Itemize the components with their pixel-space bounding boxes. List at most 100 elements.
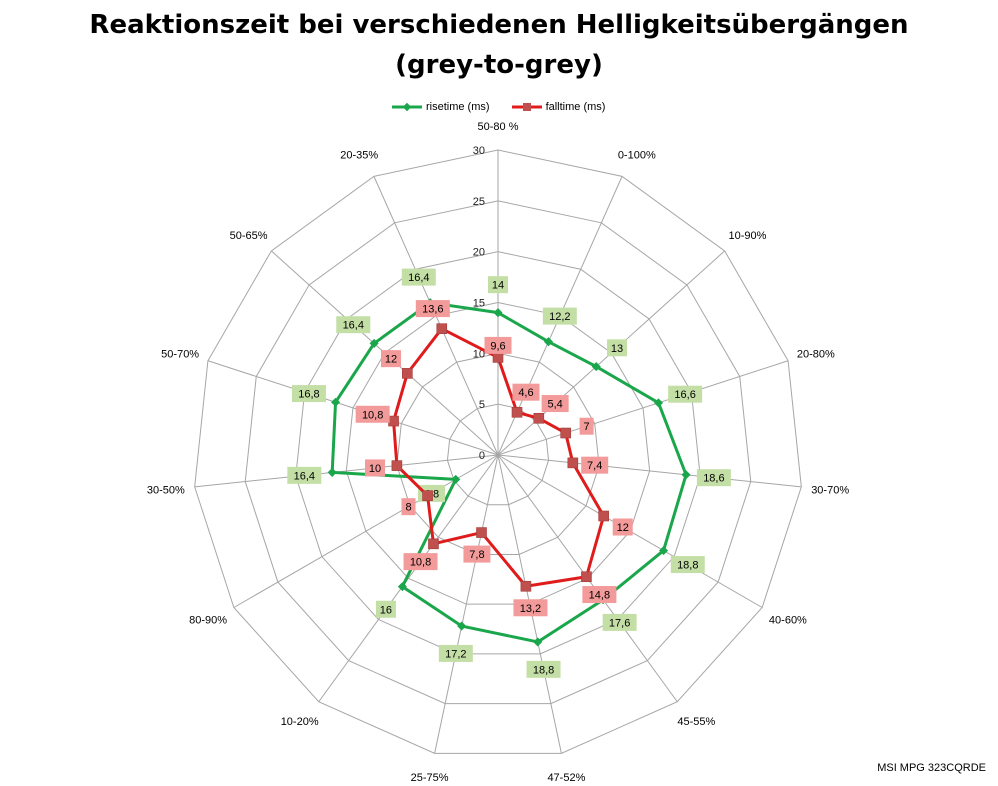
data-label-rise-11: 16,4 — [294, 470, 315, 482]
data-label-bg-rise-9 — [375, 600, 396, 618]
legend-label-rise: risetime (ms) — [426, 101, 490, 113]
chart-title: Reaktionszeit bei verschiedenen Helligke… — [89, 10, 909, 40]
category-label-10: 80-90% — [189, 615, 227, 627]
data-label-fall-11: 10 — [369, 463, 381, 475]
radial-tick-label-6: 30 — [473, 145, 485, 157]
grid-spoke-12 — [207, 360, 499, 456]
data-label-bg-rise-8 — [438, 644, 473, 662]
radial-tick-label-2: 10 — [473, 348, 485, 360]
data-label-bg-rise-4 — [696, 469, 731, 487]
grid-ring-5 — [244, 200, 752, 705]
footer-label: MSI MPG 323CQRDE — [877, 762, 986, 774]
grid-ring-4 — [295, 251, 701, 655]
point-fall-14 — [436, 323, 448, 334]
data-label-bg-fall-14 — [415, 300, 450, 318]
data-label-rise-13: 16,4 — [343, 320, 364, 332]
category-label-4: 30-70% — [811, 484, 849, 496]
radial-tick-label-0: 0 — [479, 450, 485, 462]
grid-ring-3 — [345, 301, 651, 605]
data-label-rise-1: 12,2 — [549, 311, 570, 323]
radial-tick-label-1: 5 — [479, 399, 485, 411]
data-label-bg-fall-5 — [612, 518, 633, 536]
category-label-0: 50-80 % — [478, 121, 519, 133]
data-label-bg-rise-1 — [542, 307, 577, 325]
data-label-bg-rise-0 — [488, 276, 508, 294]
legend-label-fall: falltime (ms) — [545, 101, 606, 113]
data-label-bg-rise-3 — [668, 385, 703, 403]
data-label-bg-fall-13 — [380, 350, 401, 368]
data-label-bg-fall-8 — [463, 545, 491, 563]
grid-spoke-4 — [497, 454, 802, 488]
category-label-8: 25-75% — [411, 772, 449, 784]
point-fall-6 — [581, 571, 592, 583]
data-label-fall-8: 7,8 — [469, 549, 484, 561]
data-label-fall-7: 13,2 — [520, 603, 541, 615]
series-line-fall — [392, 327, 606, 588]
data-label-bg-rise-11 — [287, 466, 322, 484]
data-label-fall-14: 13,6 — [422, 304, 443, 316]
data-label-rise-14: 16,4 — [408, 272, 429, 284]
data-label-fall-4: 7,4 — [587, 460, 602, 472]
category-label-13: 50-65% — [230, 230, 268, 242]
point-fall-5 — [598, 510, 609, 522]
point-fall-9 — [428, 538, 439, 550]
legend-item-rise: risetime (ms) — [392, 101, 490, 113]
data-label-bg-rise-14 — [401, 268, 436, 286]
point-rise-2 — [591, 362, 601, 372]
data-label-bg-fall-10 — [401, 498, 416, 516]
point-rise-5 — [659, 546, 669, 556]
data-label-fall-1: 4,6 — [518, 387, 533, 399]
category-label-14: 20-35% — [340, 149, 378, 161]
category-label-6: 45-55% — [677, 716, 715, 728]
point-fall-10 — [422, 490, 433, 501]
radial-tick-label-4: 20 — [473, 247, 485, 259]
grid-spoke-8 — [434, 454, 499, 754]
radial-tick-label-3: 15 — [473, 298, 485, 310]
point-fall-3 — [560, 427, 571, 439]
data-label-fall-3: 7 — [584, 421, 590, 433]
data-label-fall-12: 10,8 — [362, 409, 383, 421]
data-label-rise-6: 17,6 — [609, 617, 630, 629]
data-label-rise-8: 17,2 — [445, 648, 466, 660]
data-label-rise-5: 18,8 — [677, 560, 698, 572]
grid-ring-6 — [194, 149, 802, 754]
data-label-fall-5: 12 — [617, 522, 629, 534]
grid-spoke-11 — [194, 454, 499, 488]
data-label-bg-fall-12 — [355, 405, 390, 423]
point-rise-9 — [397, 582, 407, 592]
point-fall-13 — [402, 368, 413, 379]
data-label-bg-rise-7 — [526, 660, 561, 678]
data-label-bg-rise-6 — [602, 613, 637, 631]
data-label-rise-9: 16 — [380, 604, 392, 616]
legend: risetime (ms) falltime (ms) — [392, 101, 627, 113]
data-label-bg-rise-13 — [336, 316, 371, 334]
point-fall-2 — [533, 412, 545, 424]
legend-marker-rise — [392, 102, 422, 112]
data-label-bg-rise-12 — [291, 385, 326, 403]
data-label-fall-2: 5,4 — [547, 399, 562, 411]
point-rise-11 — [327, 467, 337, 477]
data-label-bg-fall-0 — [484, 336, 512, 354]
data-label-bg-fall-9 — [403, 553, 438, 571]
category-label-3: 20-80% — [797, 348, 835, 360]
category-label-7: 47-52% — [547, 772, 585, 784]
point-rise-4 — [681, 470, 691, 480]
data-label-fall-9: 10,8 — [410, 557, 431, 569]
data-label-bg-fall-6 — [582, 586, 617, 604]
category-label-11: 30-50% — [147, 484, 185, 496]
data-label-bg-fall-3 — [579, 417, 594, 435]
data-label-fall-6: 14,8 — [589, 590, 610, 602]
series-line-rise — [330, 301, 688, 644]
data-label-fall-0: 9,6 — [490, 340, 505, 352]
point-fall-12 — [388, 415, 399, 427]
data-label-rise-4: 18,6 — [703, 473, 724, 485]
point-fall-4 — [567, 457, 579, 469]
data-label-rise-2: 13 — [611, 343, 623, 355]
legend-item-fall: falltime (ms) — [511, 101, 606, 113]
grid-ring-1 — [446, 403, 550, 506]
category-label-2: 10-90% — [728, 230, 766, 242]
category-label-1: 0-100% — [618, 149, 656, 161]
category-label-12: 50-70% — [161, 348, 199, 360]
data-label-bg-fall-1 — [512, 383, 540, 401]
